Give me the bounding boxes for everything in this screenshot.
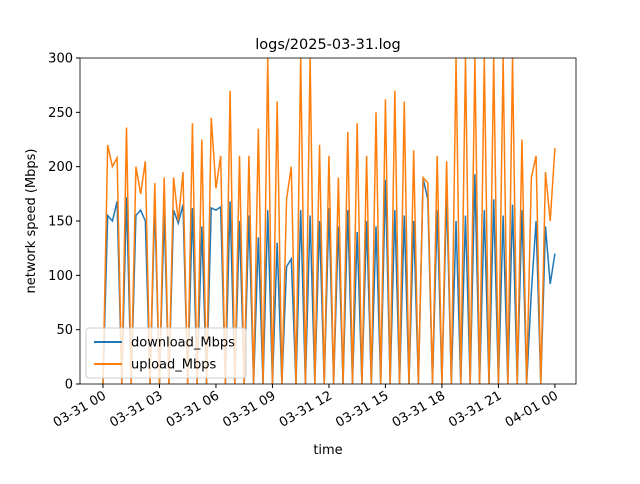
y-tick-label: 200	[48, 160, 73, 175]
plot-area	[102, 58, 556, 384]
legend-label: upload_Mbps	[131, 358, 216, 373]
y-tick-label: 250	[48, 106, 73, 121]
y-tick-label: 100	[48, 269, 73, 284]
y-tick-label: 50	[56, 323, 73, 338]
legend-box	[85, 327, 247, 379]
legend-label: download_Mbps	[131, 336, 235, 351]
y-tick-label: 300	[48, 52, 73, 67]
y-tick-label: 150	[48, 215, 73, 230]
y-tick-label: 0	[65, 378, 73, 393]
x-axis-label: time	[313, 443, 342, 458]
y-axis-label: network speed (Mbps)	[24, 149, 39, 294]
line-series	[102, 174, 556, 384]
line-series	[102, 58, 556, 384]
chart-title: logs/2025-03-31.log	[255, 37, 401, 53]
legend: download_Mbps upload_Mbps	[85, 327, 247, 379]
